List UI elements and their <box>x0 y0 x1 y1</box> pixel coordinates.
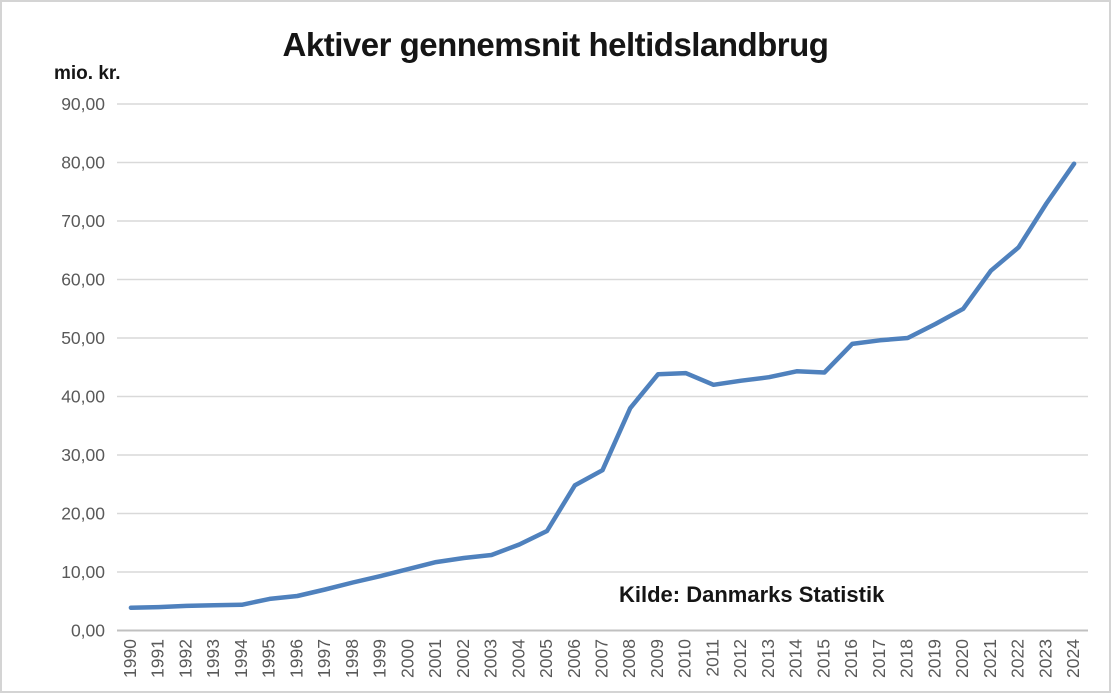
x-axis-tick-labels: 1990 1991 1992 1993 1994 1995 1996 1997 1998 1999… <box>120 639 1083 678</box>
data-line-series <box>128 161 1077 610</box>
x-tick-label: 2021 <box>980 639 1000 678</box>
x-tick-label: 2022 <box>1008 639 1028 678</box>
x-tick-label: 2005 <box>536 639 556 678</box>
y-tick-label: 90,00 <box>61 94 105 114</box>
x-tick-label: 2008 <box>619 639 639 678</box>
x-tick-label: 2001 <box>425 639 445 678</box>
x-tick-label: 2003 <box>481 639 501 678</box>
x-tick-label: 2017 <box>869 639 889 678</box>
x-tick-label: 1998 <box>342 639 362 678</box>
x-tick-label: 2019 <box>924 639 944 678</box>
x-tick-label: 1994 <box>231 639 251 678</box>
x-tick-label: 1995 <box>259 639 279 678</box>
x-tick-label: 2016 <box>841 639 861 678</box>
y-tick-label: 10,00 <box>61 562 105 582</box>
x-tick-label: 2015 <box>813 639 833 678</box>
x-tick-label: 2024 <box>1063 639 1083 678</box>
x-tick-label: 1992 <box>175 639 195 678</box>
x-tick-label: 2002 <box>453 639 473 678</box>
y-tick-label: 70,00 <box>61 211 105 231</box>
x-tick-label: 1990 <box>120 639 140 678</box>
x-tick-label: 2012 <box>730 639 750 678</box>
x-tick-label: 1999 <box>370 639 390 678</box>
gridlines <box>117 103 1088 632</box>
y-tick-label: 30,00 <box>61 445 105 465</box>
x-tick-label: 1991 <box>148 639 168 678</box>
y-axis-tick-labels: 0,00 10,00 20,00 30,00 40,00 50,00 60,00 70,00 8… <box>61 94 105 641</box>
x-tick-label: 1993 <box>203 639 223 678</box>
y-axis-unit-label: mio. kr. <box>54 63 121 84</box>
x-tick-label: 2007 <box>592 639 612 678</box>
x-tick-label: 2006 <box>564 639 584 678</box>
x-tick-label: 2011 <box>702 639 722 677</box>
x-tick-label: 2010 <box>675 639 695 678</box>
x-tick-label: 2013 <box>758 639 778 678</box>
x-tick-label: 2004 <box>508 639 528 678</box>
x-tick-label: 2023 <box>1035 639 1055 678</box>
x-tick-label: 1997 <box>314 639 334 678</box>
y-tick-label: 80,00 <box>61 153 105 173</box>
x-tick-label: 2014 <box>786 639 806 678</box>
y-tick-label: 20,00 <box>61 504 105 524</box>
y-tick-label: 50,00 <box>61 328 105 348</box>
x-tick-label: 2000 <box>397 639 417 678</box>
source-note: Kilde: Danmarks Statistik <box>619 582 885 607</box>
y-tick-label: 0,00 <box>71 621 105 641</box>
x-tick-label: 2020 <box>952 639 972 678</box>
chart-title: Aktiver gennemsnit heltidslandbrug <box>282 26 829 63</box>
x-tick-label: 2018 <box>897 639 917 678</box>
x-tick-label: 2009 <box>647 639 667 678</box>
y-tick-label: 60,00 <box>61 270 105 290</box>
y-tick-label: 40,00 <box>61 387 105 407</box>
x-tick-label: 1996 <box>286 639 306 678</box>
